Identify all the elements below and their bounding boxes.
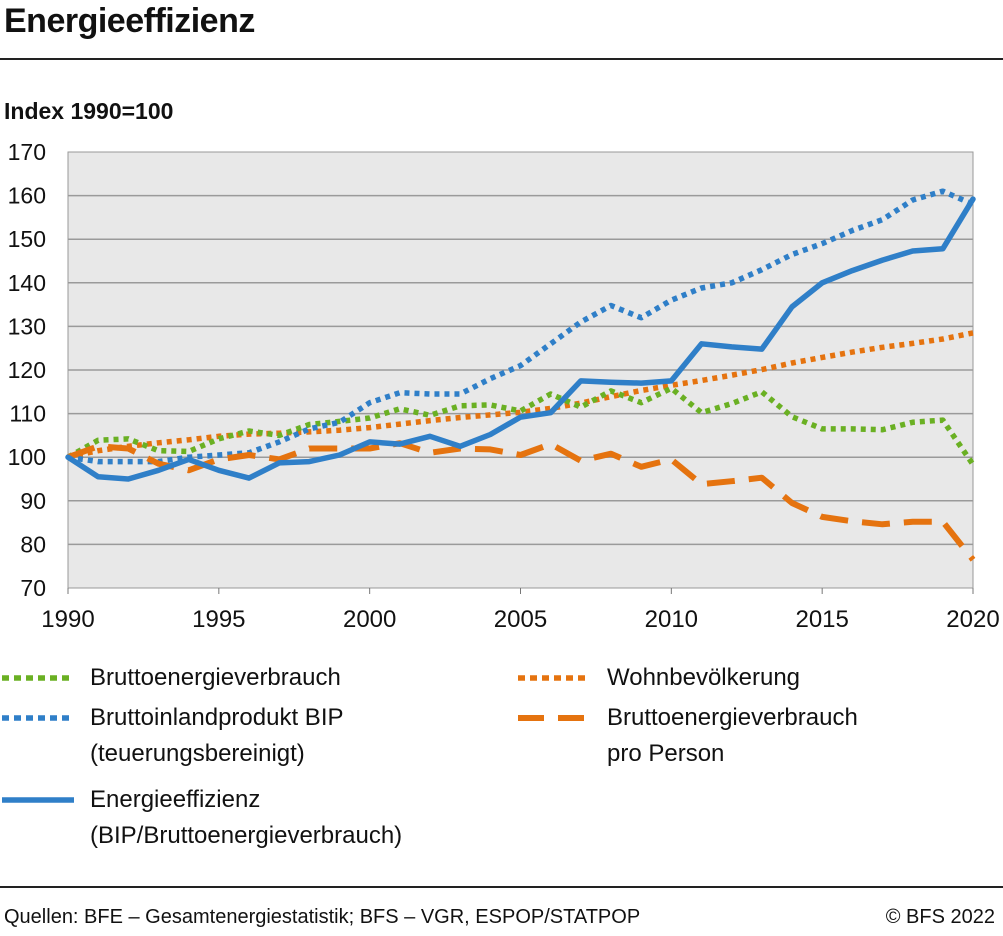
series-lines: [65, 188, 976, 562]
title-divider: [0, 58, 1003, 60]
x-axis-ticks: 1990 1995 2000 2005 2010 2015 2020: [41, 588, 1000, 633]
legend-swatch-2: [2, 797, 74, 803]
legend-label-line: (teuerungsbereinigt): [90, 740, 305, 767]
legend-label-line: Energieeffizienz: [90, 786, 261, 813]
y-tick-label: 160: [8, 183, 46, 209]
legend-swatch-1: [2, 715, 74, 721]
y-tick-label: 140: [8, 270, 46, 296]
legend-label-1: Bruttoinlandprodukt BIP (teuerungsbereini…: [90, 700, 344, 772]
y-tick-label: 150: [8, 226, 46, 252]
series-line-4: [66, 440, 976, 562]
legend-label-line: (BIP/Bruttoenergieverbrauch): [90, 822, 403, 849]
y-tick-label: 120: [8, 357, 46, 383]
y-tick-label: 100: [8, 444, 46, 470]
legend-label-2: Energieeffizienz (BIP/Bruttoenergieverbra…: [90, 782, 402, 854]
x-tick-label: 1990: [41, 606, 94, 633]
line-chart: 70 80 90 100 110 120 130 140 150 160 170 1990 1995 2…: [8, 139, 1000, 633]
x-tick-label: 2005: [494, 606, 547, 633]
legend-label-3: Wohnbevölkerung: [607, 660, 800, 696]
legend-swatch-4: [518, 715, 590, 721]
y-tick-label: 170: [8, 139, 46, 165]
y-axis-ticks: 70 80 90 100 110 120 130 140 150 160 170: [8, 139, 46, 601]
legend-label-line: pro Person: [607, 740, 725, 767]
legend-label-line: Bruttoenergieverbrauch: [90, 664, 341, 691]
legend-label-0: Bruttoenergieverbrauch: [90, 660, 341, 696]
y-tick-label: 80: [20, 531, 46, 557]
series-line-0: [66, 385, 976, 467]
source-note: Quellen: BFE – Gesamtenergiestatistik; B…: [4, 906, 641, 928]
y-axis-label: Index 1990=100: [4, 98, 174, 124]
series-line-1: [67, 188, 975, 465]
x-tick-label: 2015: [795, 606, 848, 633]
x-tick-label: 1995: [192, 606, 245, 633]
copyright: © BFS 2022: [885, 906, 995, 928]
legend-label-4: Bruttoenergieverbrauch pro Person: [607, 700, 858, 772]
chart-title: Energieeffizienz: [4, 2, 255, 40]
legend-swatch-3: [518, 675, 590, 681]
series-line-2: [65, 196, 976, 482]
legend-label-line: Bruttoenergieverbrauch: [607, 704, 858, 731]
y-tick-label: 70: [20, 575, 46, 601]
legend-label-line: Wohnbevölkerung: [607, 664, 801, 691]
y-tick-label: 130: [8, 313, 46, 339]
footer-divider: [0, 886, 1003, 888]
y-tick-label: 90: [20, 488, 46, 514]
y-tick-label: 110: [9, 401, 46, 427]
x-tick-label: 2000: [343, 606, 396, 633]
x-tick-label: 2010: [645, 606, 698, 633]
legend-swatch-0: [2, 675, 74, 681]
legend-label-line: Bruttoinlandprodukt BIP: [90, 704, 344, 731]
x-tick-label: 2020: [946, 606, 999, 633]
